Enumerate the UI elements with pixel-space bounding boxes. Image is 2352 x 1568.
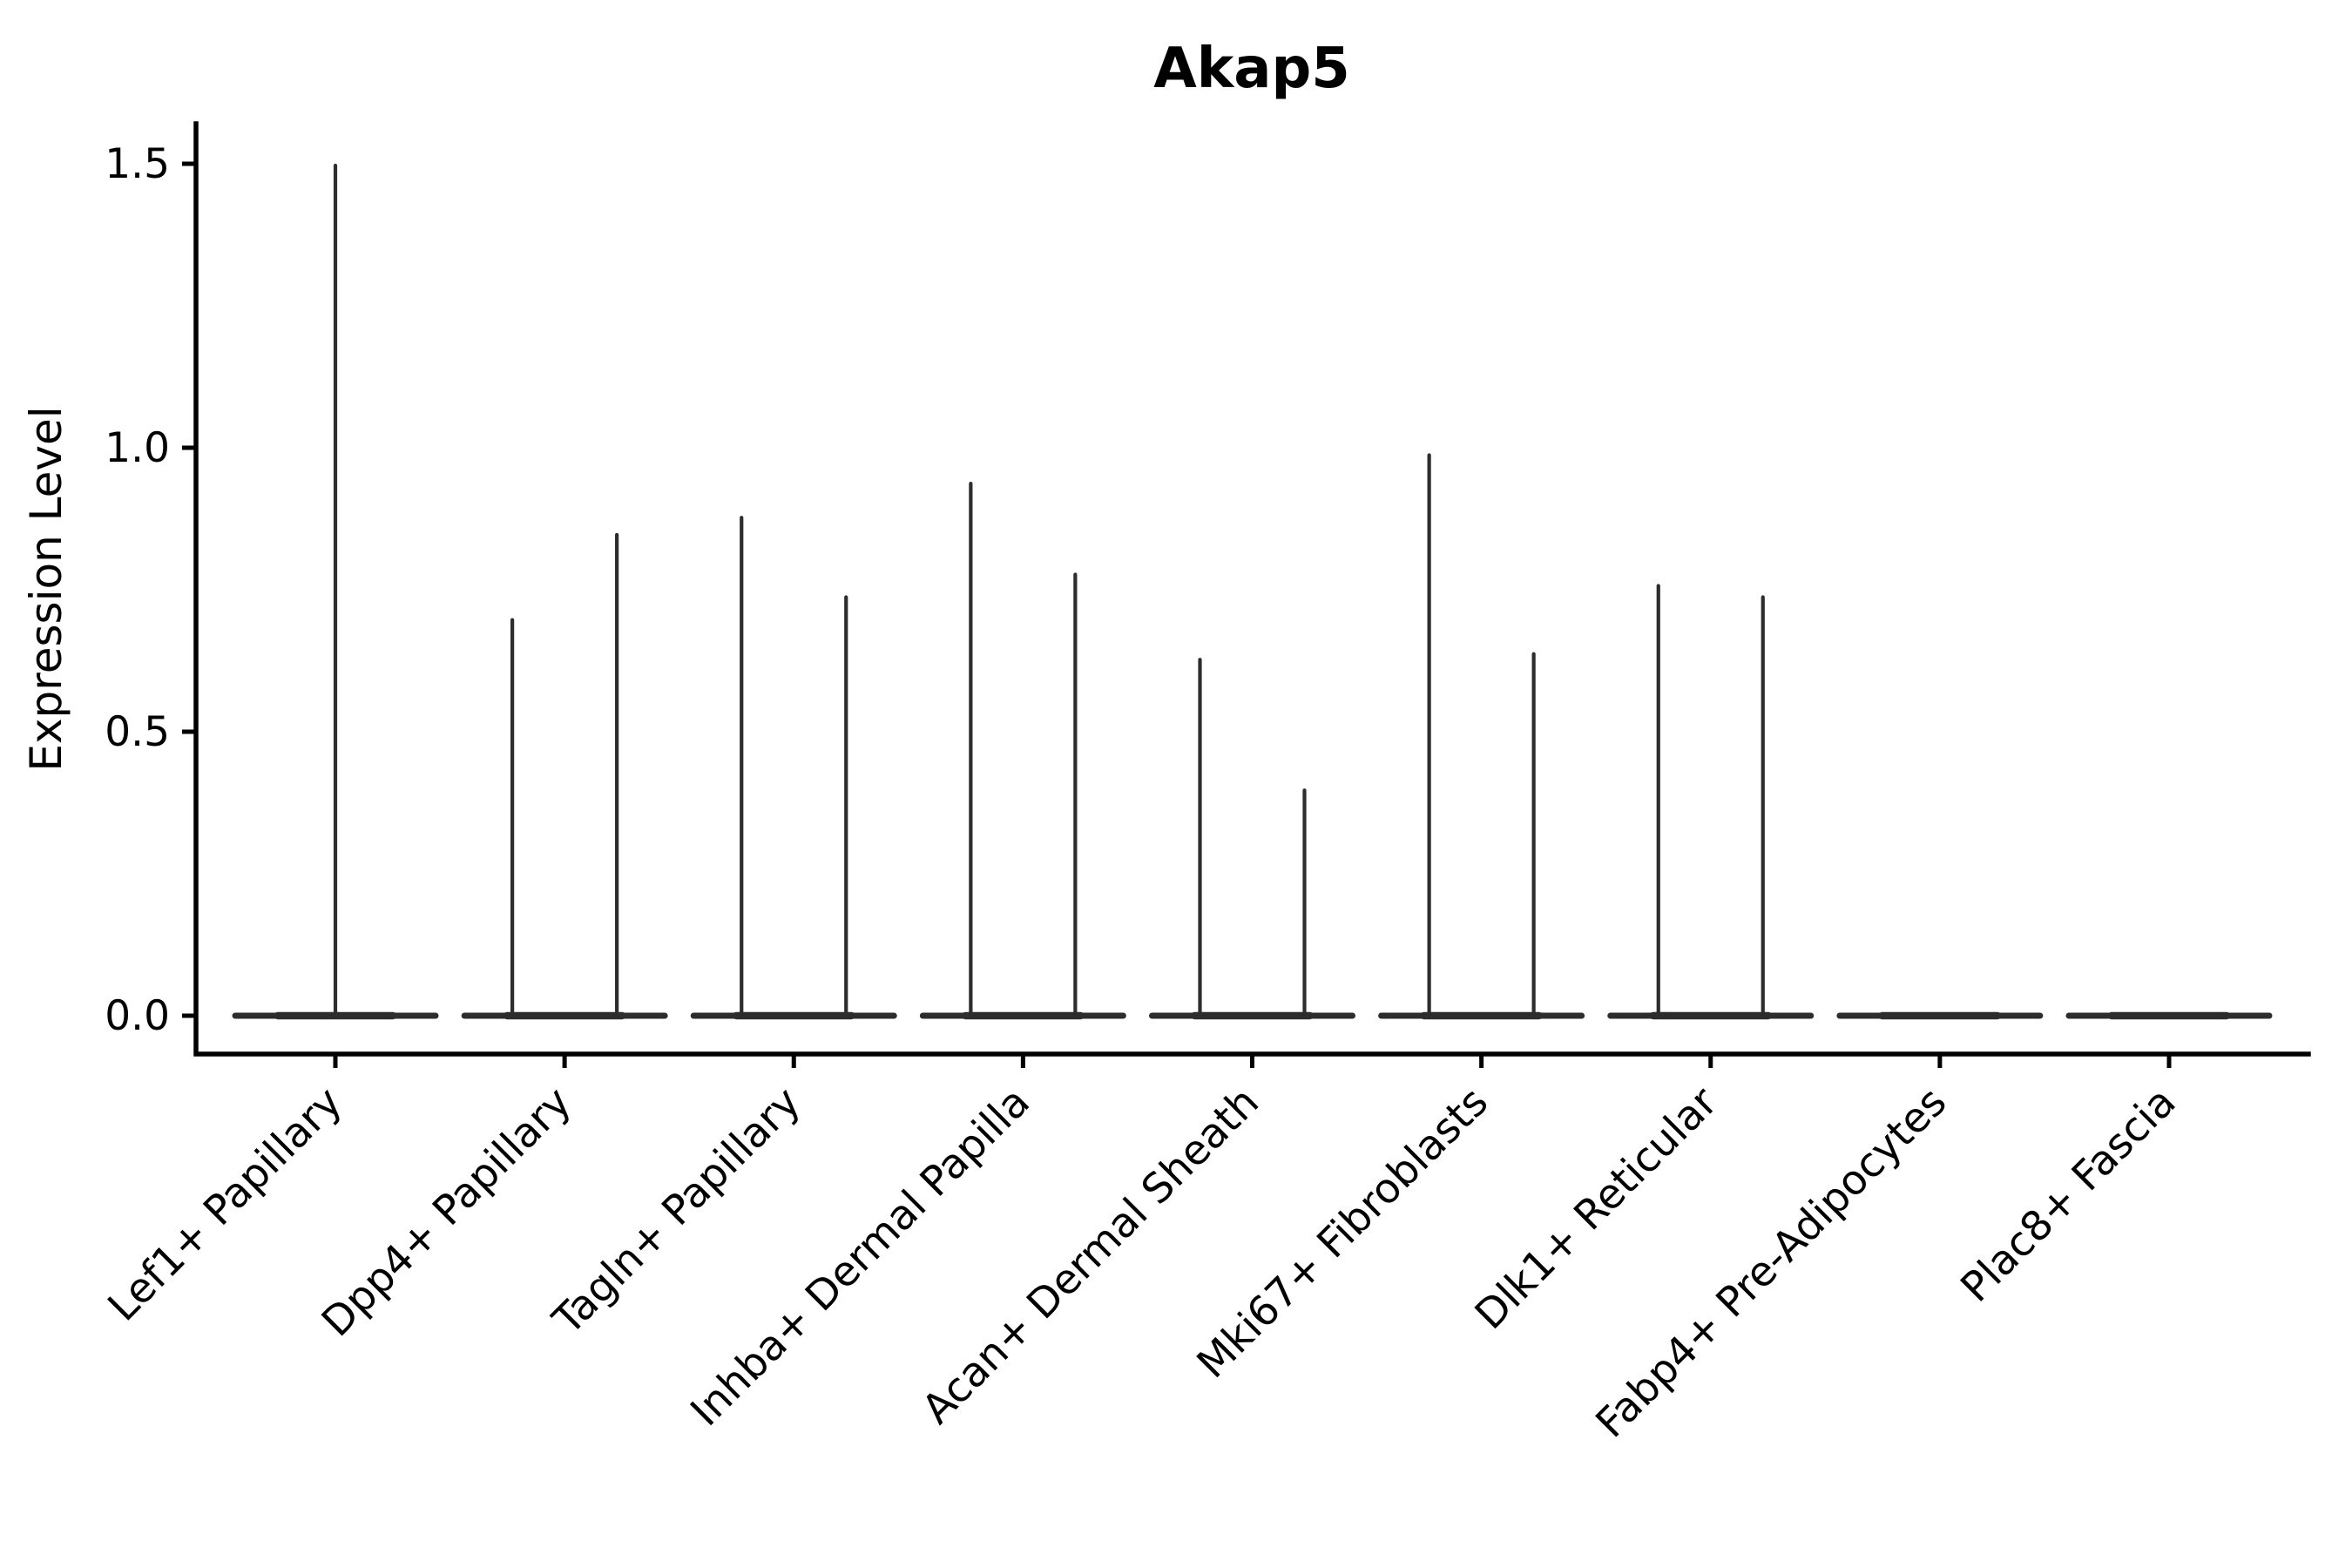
violin xyxy=(690,516,897,1020)
chart-title: Akap5 xyxy=(1153,37,1350,101)
x-tick-label: Plac8+ Fascia xyxy=(1952,1078,2186,1312)
x-tick-label: Dpp4+ Papillary xyxy=(313,1078,581,1347)
violins-group xyxy=(232,163,2273,1020)
x-tick-label: Dlk1+ Reticular xyxy=(1466,1078,1727,1339)
violin xyxy=(232,163,439,1020)
violin xyxy=(919,482,1126,1020)
y-tick-label: 0.0 xyxy=(105,992,170,1040)
axes-group: 1.5 1.0 0.5 0.0 xyxy=(105,121,2311,1068)
y-tick-label: 1.5 xyxy=(105,140,170,188)
y-axis-label: Expression Level xyxy=(21,406,71,771)
x-tick-label: Lef1+ Papillary xyxy=(99,1078,352,1331)
y-tick-label: 1.0 xyxy=(105,424,170,472)
x-tick-label: Tagln+ Papillary xyxy=(544,1078,810,1345)
axis-spines xyxy=(193,121,2311,1057)
violin xyxy=(1607,584,1815,1020)
violin xyxy=(461,532,668,1020)
violin xyxy=(1378,453,1585,1020)
y-tick-label: 0.5 xyxy=(105,708,170,756)
violin xyxy=(1149,658,1355,1020)
